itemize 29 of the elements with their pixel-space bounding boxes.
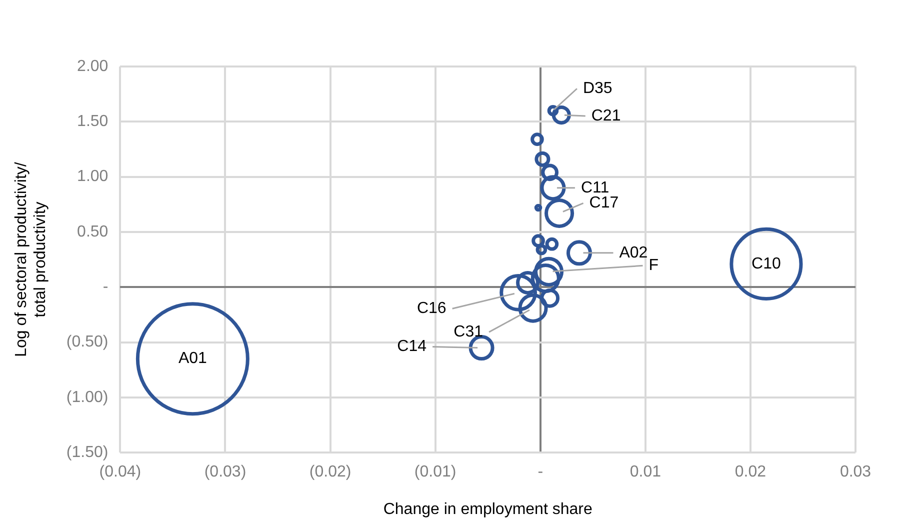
annotation: C11 [580, 179, 610, 196]
x-tick-label: (0.04) [99, 464, 142, 481]
annotation: C10 [752, 255, 781, 272]
y-axis-title: Log of sectoral productivity/ total productivity [13, 162, 50, 357]
annotation: D35 [582, 80, 612, 98]
y-tick-label: - [102, 278, 108, 296]
y-tick-label: 1.50 [77, 113, 108, 130]
y-tick-label: 0.50 [77, 223, 108, 240]
y-tick-label: 1.00 [77, 168, 108, 186]
x-tick-label: (0.02) [309, 464, 352, 481]
y-tick-label: (1.00) [66, 388, 108, 406]
y-tick-label: (1.50) [66, 444, 108, 462]
annotation: A01 [178, 350, 208, 368]
annotation: C31 [454, 323, 484, 340]
x-axis-title: Change in employment share [383, 500, 592, 518]
annotation: C21 [591, 107, 621, 124]
annotation: A02 [619, 244, 648, 262]
annotation: C17 [589, 194, 619, 212]
y-tick-label: 2.00 [77, 58, 108, 75]
x-tick-label: 0.01 [630, 464, 662, 481]
y-tick-label: (0.50) [66, 334, 108, 351]
annotation: C14 [397, 338, 427, 356]
x-tick-label: - [538, 464, 544, 481]
x-tick-label: 0.02 [734, 464, 766, 481]
annotation: C16 [416, 300, 446, 318]
x-tick-label: (0.01) [414, 464, 456, 481]
x-tick-label: 0.03 [840, 464, 872, 481]
x-tick-label: (0.03) [204, 464, 246, 481]
annotation: F [648, 257, 659, 274]
